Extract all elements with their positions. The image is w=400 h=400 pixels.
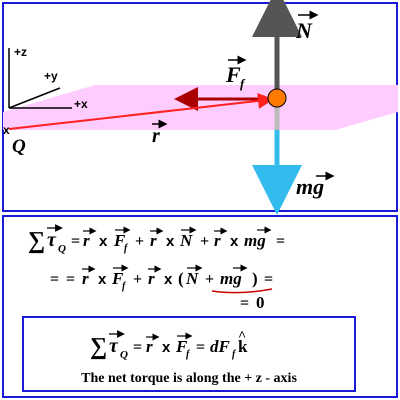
eq1-f: F: [113, 231, 126, 250]
eq1-n: N: [179, 231, 193, 250]
res-hat: ^: [238, 329, 246, 344]
result-box: [22, 316, 356, 392]
res-eq1: =: [133, 339, 142, 356]
point-marker: x: [3, 123, 10, 137]
res-k: k: [238, 337, 248, 356]
res-f: F: [175, 337, 188, 356]
res-f-sub: f: [186, 349, 191, 360]
position-label: r: [152, 125, 160, 147]
eq2-n: N: [185, 269, 199, 288]
eq1-f-sub: f: [124, 243, 129, 254]
eq1-r2: r: [150, 231, 157, 250]
eq2-r2: r: [148, 269, 155, 288]
eq2-plus1: +: [133, 271, 142, 288]
res-df: dF: [210, 337, 231, 356]
res-sub-q: Q: [120, 349, 128, 361]
eq2-x1: x: [98, 271, 107, 288]
eq2-eq-end: =: [264, 271, 273, 288]
eq2-eq1: =: [50, 271, 59, 288]
eq2-x2: x: [164, 271, 173, 288]
friction-label: F: [225, 62, 241, 87]
conclusion-text: The net torque is along the + z - axis: [81, 371, 297, 386]
eq3-zero: 0: [256, 293, 265, 312]
eq1-plus2: +: [200, 233, 209, 250]
eq2-underline: [211, 288, 273, 294]
eq2-paren-open: (: [178, 269, 184, 288]
res-tau: τ: [109, 335, 119, 357]
y-axis-label: +y: [44, 69, 58, 83]
res-sum: ∑: [90, 334, 107, 360]
eq1-mg: mg: [244, 231, 266, 250]
contact-point: [267, 88, 287, 108]
eq2-r1: r: [82, 269, 89, 288]
eq1-eq: =: [71, 233, 80, 250]
eq1-plus1: +: [135, 233, 144, 250]
res-x: x: [162, 339, 171, 356]
eq2-eq2: =: [66, 271, 75, 288]
eq2-mg: mg: [220, 269, 242, 288]
y-axis: [8, 87, 61, 109]
res-r: r: [146, 337, 153, 356]
eq2-f-sub: f: [122, 281, 127, 292]
x-axis-label: +x: [74, 97, 88, 111]
eq1-tau: τ: [47, 229, 57, 251]
res-df-sub: f: [232, 349, 237, 360]
point-label: Q: [12, 136, 26, 157]
eq1-eq-end: =: [276, 233, 285, 250]
eq3-eq: =: [240, 295, 249, 312]
eq1-x3: x: [230, 233, 239, 250]
res-eq2: =: [196, 339, 205, 356]
eq2-paren-close: ): [252, 269, 258, 288]
eq1-r3: r: [214, 231, 221, 250]
eq1-x1: x: [99, 233, 108, 250]
friction-label-sub: f: [240, 76, 246, 91]
eq1-x2: x: [166, 233, 175, 250]
weight-label: mg: [296, 174, 324, 199]
eq2-f: F: [111, 269, 124, 288]
z-axis-label: +z: [14, 45, 27, 59]
position-vector: [8, 92, 274, 130]
eq2-plus2: +: [205, 271, 214, 288]
eq1-r1: r: [83, 231, 90, 250]
eq1-sub-q: Q: [58, 243, 66, 255]
normal-label: N: [295, 18, 313, 43]
eq1-sum: ∑: [28, 228, 45, 254]
